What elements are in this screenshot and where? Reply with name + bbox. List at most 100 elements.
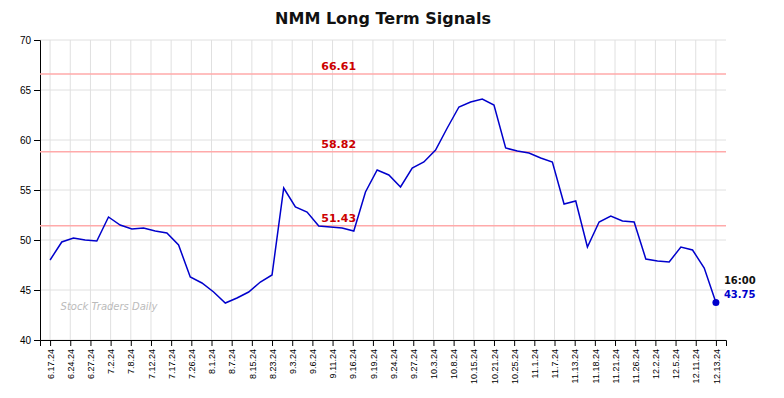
x-tick-label: 9.11.24 — [328, 349, 338, 378]
grid-line-x — [150, 40, 151, 340]
grid-line-x — [473, 40, 474, 340]
grid-line-x — [70, 40, 71, 340]
x-tick-label: 9.6.24 — [308, 349, 318, 374]
y-tick-mark — [34, 40, 40, 41]
x-tick-mark — [70, 340, 71, 346]
x-tick-label: 12.5.24 — [671, 349, 681, 379]
x-tick-mark — [716, 340, 717, 346]
y-axis: 40455055606570 — [20, 35, 41, 346]
y-tick: 40 — [20, 335, 40, 346]
grid-line-x — [615, 40, 616, 340]
y-tick: 55 — [20, 185, 40, 196]
grid-line-x — [715, 40, 716, 340]
y-tick: 70 — [20, 35, 40, 46]
x-tick-label: 8.23.24 — [268, 349, 278, 379]
grid-line-x — [372, 40, 373, 340]
x-tick-mark — [696, 340, 697, 346]
x-tick-label: 9.3.24 — [288, 349, 298, 374]
grid-line-x — [554, 40, 555, 340]
x-tick-mark — [333, 340, 334, 346]
annotation: 16:00 — [724, 275, 756, 286]
x-tick-label: 11.13.24 — [570, 349, 580, 383]
grid-line-y — [40, 190, 726, 191]
x-tick-mark — [111, 340, 112, 346]
x-tick: 9.3.24 — [288, 340, 298, 374]
x-tick: 6.27.24 — [86, 340, 96, 379]
x-tick-mark — [50, 340, 51, 346]
grid-line-y — [40, 240, 726, 241]
last-point — [712, 299, 719, 306]
grid-line-x — [171, 40, 172, 340]
x-tick-mark — [212, 340, 213, 346]
grid-line-x — [272, 40, 273, 340]
x-tick-label: 11.7.24 — [550, 349, 560, 378]
y-tick-mark — [34, 290, 40, 291]
x-tick-mark — [433, 340, 434, 346]
reference-line — [40, 73, 726, 75]
y-tick-label: 40 — [20, 335, 32, 346]
chart-container: 6.17.246.24.246.27.247.2.247.8.247.12.24… — [0, 0, 784, 398]
x-tick-mark — [191, 340, 192, 346]
x-tick-label: 11.26.24 — [631, 349, 641, 383]
x-tick: 12.11.24 — [691, 340, 701, 383]
grid-line-x — [130, 40, 131, 340]
x-tick-label: 9.16.24 — [348, 349, 358, 379]
x-tick: 7.2.24 — [106, 340, 116, 374]
grid — [40, 40, 726, 340]
y-tick-label: 60 — [20, 135, 32, 146]
reference-line — [40, 151, 726, 153]
x-tick-label: 11.18.24 — [591, 349, 601, 383]
grid-line-x — [695, 40, 696, 340]
x-tick-label: 7.12.24 — [147, 349, 157, 379]
x-tick-mark — [292, 340, 293, 346]
x-tick: 10.3.24 — [429, 340, 439, 379]
x-tick-label: 9.27.24 — [409, 349, 419, 379]
x-tick-label: 12.11.24 — [691, 349, 701, 383]
x-tick: 9.6.24 — [308, 340, 318, 374]
grid-line-x — [332, 40, 333, 340]
x-tick-mark — [555, 340, 556, 346]
x-tick: 12.13.24 — [712, 340, 722, 384]
x-tick: 9.24.24 — [389, 340, 399, 379]
x-tick-mark — [575, 340, 576, 346]
x-tick: 10.21.24 — [490, 340, 500, 384]
grid-line-y — [40, 40, 726, 41]
reference-line-label: 58.82 — [321, 138, 356, 151]
x-tick-mark — [312, 340, 313, 346]
x-tick-mark — [151, 340, 152, 346]
x-tick-label: 8.15.24 — [248, 349, 258, 379]
x-tick-mark — [534, 340, 535, 346]
x-tick-label: 12.2.24 — [651, 349, 661, 379]
y-tick-label: 55 — [20, 185, 32, 196]
x-axis: 6.17.246.24.246.27.247.2.247.8.247.12.24… — [41, 340, 727, 384]
x-tick-mark — [474, 340, 475, 346]
x-tick-label: 7.26.24 — [187, 349, 197, 379]
x-tick-mark — [413, 340, 414, 346]
x-tick-label: 7.2.24 — [106, 349, 116, 374]
x-tick: 7.8.24 — [126, 340, 136, 374]
x-tick: 7.17.24 — [167, 340, 177, 379]
y-tick: 65 — [20, 85, 40, 96]
x-tick: 7.26.24 — [187, 340, 197, 379]
title: NMM Long Term Signals — [275, 9, 491, 28]
x-tick-label: 11.1.24 — [530, 349, 540, 378]
y-tick: 60 — [20, 135, 40, 146]
x-tick-mark — [676, 340, 677, 346]
grid-line-x — [514, 40, 515, 340]
y-tick: 45 — [20, 285, 40, 296]
chart: 6.17.246.24.246.27.247.2.247.8.247.12.24… — [0, 0, 784, 398]
x-tick-mark — [494, 340, 495, 346]
x-tick-mark — [272, 340, 273, 346]
x-tick: 8.23.24 — [268, 340, 278, 379]
grid-line-x — [675, 40, 676, 340]
grid-line-x — [312, 40, 313, 340]
y-tick-mark — [34, 340, 40, 341]
x-tick: 9.19.24 — [369, 340, 379, 379]
x-tick-mark — [595, 340, 596, 346]
x-tick-mark — [252, 340, 253, 346]
x-tick-label: 9.24.24 — [389, 349, 399, 379]
x-tick: 12.2.24 — [651, 340, 661, 379]
grid-line-x — [413, 40, 414, 340]
x-tick: 8.7.24 — [227, 340, 237, 374]
x-axis-line — [41, 341, 727, 347]
